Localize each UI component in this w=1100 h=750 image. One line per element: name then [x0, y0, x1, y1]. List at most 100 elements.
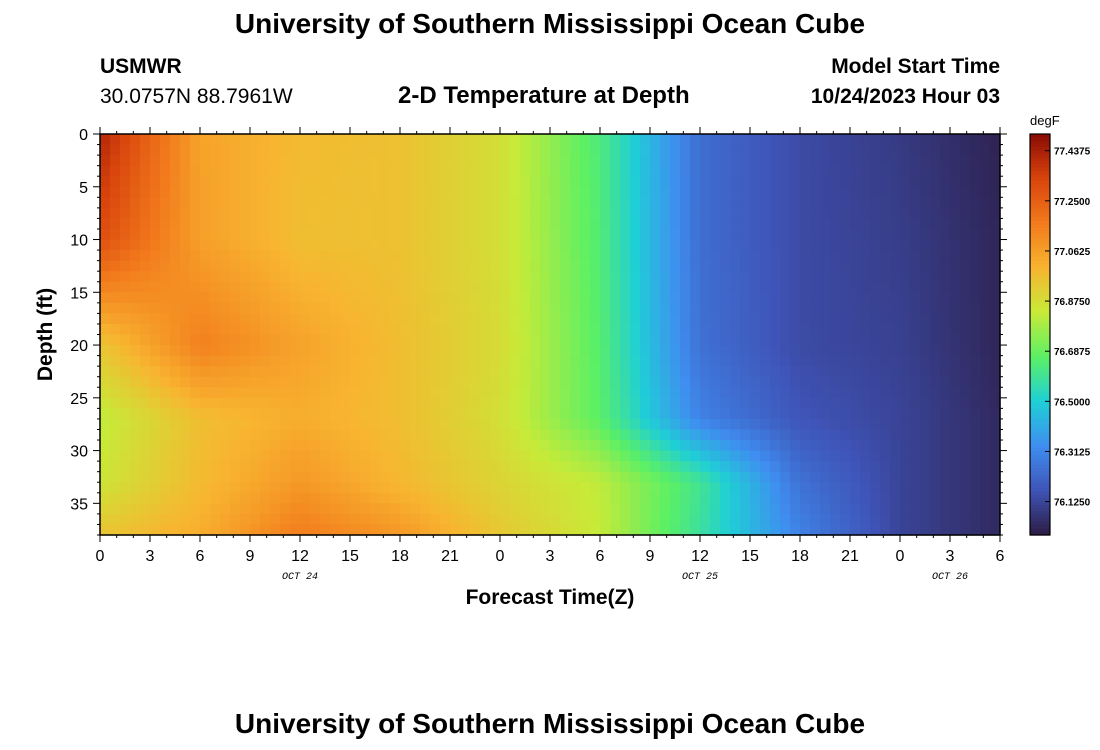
- heatmap-cell: [650, 239, 661, 251]
- heatmap-cell: [750, 366, 761, 378]
- heatmap-cell: [160, 355, 171, 367]
- heatmap-cell: [570, 144, 581, 156]
- heatmap-cell: [580, 165, 591, 177]
- heatmap-cell: [870, 482, 881, 494]
- heatmap-cell: [270, 281, 281, 293]
- heatmap-cell: [560, 271, 571, 283]
- heatmap-cell: [370, 345, 381, 357]
- heatmap-cell: [390, 450, 401, 462]
- heatmap-cell: [340, 313, 351, 325]
- heatmap-cell: [880, 155, 891, 167]
- heatmap-cell: [800, 302, 811, 314]
- heatmap-cell: [680, 482, 691, 494]
- heatmap-cell: [420, 408, 431, 420]
- heatmap-cell: [140, 503, 151, 515]
- heatmap-cell: [890, 218, 901, 230]
- heatmap-cell: [460, 450, 471, 462]
- x-tick-label: 21: [441, 548, 459, 565]
- heatmap-cell: [960, 302, 971, 314]
- heatmap-cell: [100, 155, 111, 167]
- heatmap-cell: [130, 482, 141, 494]
- heatmap-cell: [230, 176, 241, 188]
- heatmap-cell: [890, 197, 901, 209]
- heatmap-cell: [290, 492, 301, 504]
- colorbar-segment: [1030, 134, 1050, 138]
- heatmap-cell: [150, 218, 161, 230]
- heatmap-cell: [250, 302, 261, 314]
- heatmap-cell: [950, 450, 961, 462]
- heatmap-cell: [230, 186, 241, 198]
- heatmap-cell: [700, 524, 711, 536]
- heatmap-cell: [820, 513, 831, 526]
- heatmap-cell: [570, 366, 581, 378]
- heatmap-cell: [760, 155, 771, 167]
- heatmap-cell: [450, 260, 461, 272]
- heatmap-cell: [210, 492, 221, 504]
- heatmap-cell: [780, 450, 791, 462]
- heatmap-cell: [550, 281, 561, 293]
- heatmap-cell: [380, 345, 391, 357]
- heatmap-cell: [510, 334, 521, 346]
- heatmap-cell: [880, 429, 891, 441]
- heatmap-cell: [760, 207, 771, 220]
- heatmap-cell: [280, 482, 291, 494]
- heatmap-cell: [140, 387, 151, 399]
- heatmap-cell: [510, 292, 521, 304]
- heatmap-cell: [450, 313, 461, 325]
- heatmap-cell: [560, 408, 571, 420]
- heatmap-cell: [240, 513, 251, 526]
- heatmap-cell: [730, 197, 741, 209]
- heatmap-cell: [300, 408, 311, 420]
- heatmap-cell: [820, 144, 831, 156]
- heatmap-cell: [710, 334, 721, 346]
- heatmap-cell: [640, 492, 651, 504]
- heatmap-cell: [700, 155, 711, 167]
- heatmap-cell: [350, 461, 361, 473]
- heatmap-cell: [260, 513, 271, 526]
- heatmap-cell: [480, 323, 491, 336]
- heatmap-cell: [980, 250, 991, 262]
- heatmap-cell: [860, 323, 871, 336]
- heatmap-cell: [510, 186, 521, 198]
- heatmap-cell: [790, 376, 801, 388]
- heatmap-cell: [750, 313, 761, 325]
- heatmap-cell: [360, 471, 371, 483]
- heatmap-cell: [390, 524, 401, 536]
- heatmap-cell: [720, 440, 731, 452]
- colorbar-segment: [1030, 431, 1050, 436]
- heatmap-cell: [370, 260, 381, 272]
- heatmap-cell: [280, 239, 291, 251]
- colorbar-segment: [1030, 414, 1050, 419]
- heatmap-cell: [810, 397, 821, 409]
- heatmap-cell: [330, 418, 341, 431]
- heatmap-cell: [470, 376, 481, 388]
- heatmap-cell: [230, 513, 241, 526]
- heatmap-cell: [960, 207, 971, 220]
- heatmap-cell: [380, 292, 391, 304]
- heatmap-cell: [440, 144, 451, 156]
- heatmap-cell: [310, 250, 321, 262]
- heatmap-cell: [380, 228, 391, 241]
- heatmap-cell: [740, 334, 751, 346]
- heatmap-cell: [890, 281, 901, 293]
- heatmap-cell: [320, 155, 331, 167]
- heatmap-cell: [900, 176, 911, 188]
- heatmap-cell: [270, 397, 281, 409]
- heatmap-cell: [300, 334, 311, 346]
- heatmap-cell: [410, 292, 421, 304]
- heatmap-cell: [530, 492, 541, 504]
- heatmap-cell: [170, 260, 181, 272]
- heatmap-cell: [480, 408, 491, 420]
- heatmap-cell: [860, 429, 871, 441]
- heatmap-cell: [720, 334, 731, 346]
- heatmap-cell: [190, 197, 201, 209]
- heatmap-cell: [590, 397, 601, 409]
- heatmap-cell: [250, 155, 261, 167]
- heatmap-cell: [980, 387, 991, 399]
- heatmap-cell: [210, 429, 221, 441]
- heatmap-cell: [270, 366, 281, 378]
- heatmap-cell: [180, 450, 191, 462]
- heatmap-cell: [510, 313, 521, 325]
- heatmap-cell: [440, 197, 451, 209]
- heatmap-cell: [480, 450, 491, 462]
